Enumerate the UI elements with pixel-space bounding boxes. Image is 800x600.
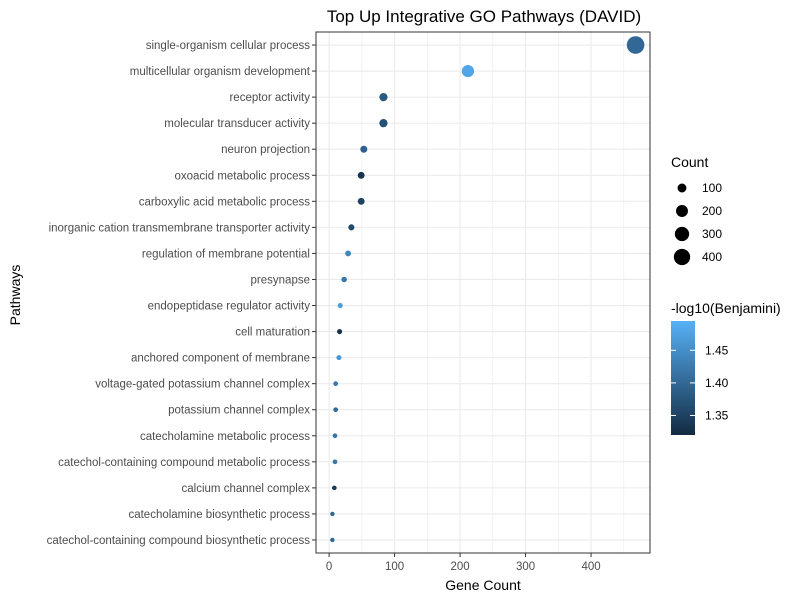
data-point — [337, 302, 343, 309]
y-tick-label: regulation of membrane potential — [142, 248, 310, 260]
data-point — [337, 329, 343, 335]
colorbar — [671, 321, 695, 435]
data-point — [330, 511, 335, 517]
y-tick-label: calcium channel complex — [182, 483, 311, 495]
size-legend-label: 200 — [702, 204, 722, 218]
y-tick-label: molecular transducer activity — [164, 118, 310, 130]
y-tick-label: multicellular organism development — [130, 66, 311, 78]
data-point — [379, 92, 388, 102]
x-tick-label: 400 — [581, 561, 600, 573]
data-point — [357, 171, 365, 179]
y-tick-label: receptor activity — [229, 92, 310, 104]
colorbar-tick-label: 1.45 — [705, 343, 729, 357]
x-tick-label: 0 — [326, 561, 332, 573]
data-point — [360, 145, 368, 153]
size-legend-label: 400 — [702, 250, 722, 264]
y-tick-label: anchored component of membrane — [131, 353, 310, 365]
y-axis-label: Pathways — [7, 265, 23, 326]
data-point — [332, 459, 338, 465]
size-legend-label: 100 — [702, 181, 722, 195]
size-legend-key — [677, 183, 687, 193]
y-tick-label: voltage-gated potassium channel complex — [95, 379, 310, 391]
data-point — [345, 250, 352, 257]
panel-border — [315, 31, 651, 554]
data-point — [357, 197, 365, 205]
size-legend-label: 300 — [702, 227, 722, 241]
x-tick-label: 200 — [450, 561, 469, 573]
y-tick-label: single-organism cellular process — [146, 40, 311, 52]
y-tick-label: catecholamine metabolic process — [140, 431, 310, 443]
data-point — [626, 36, 645, 54]
data-point — [341, 276, 347, 283]
y-tick-label: neuron projection — [221, 144, 310, 156]
data-point — [332, 433, 338, 439]
data-point — [330, 537, 335, 543]
y-tick-label: carboxylic acid metabolic process — [139, 196, 311, 208]
y-tick-label: endopeptidase regulator activity — [148, 301, 311, 313]
data-point — [379, 119, 388, 128]
y-tick-label: presynapse — [251, 274, 310, 286]
data-point — [348, 224, 355, 231]
chart-title: Top Up Integrative GO Pathways (DAVID) — [327, 7, 641, 26]
x-tick-label: 300 — [516, 561, 535, 573]
legend: Count 100 200 300 400 -log10(Benjamini) 1.35 1.… — [671, 154, 781, 435]
y-tick-label: potassium channel complex — [168, 405, 310, 417]
y-tick-label: cell maturation — [235, 327, 310, 339]
panel-background — [316, 32, 650, 553]
y-tick-label: catecholamine biosynthetic process — [128, 509, 310, 521]
y-tick-label: catechol-containing compound metabolic p… — [58, 457, 310, 469]
colorbar-tick-label: 1.40 — [705, 376, 729, 390]
data-point — [461, 64, 475, 78]
data-point — [332, 485, 337, 491]
plot-panel: single-organism cellular process multicel… — [47, 31, 651, 573]
data-point — [333, 407, 339, 413]
colorbar-tick-label: 1.35 — [705, 408, 729, 422]
y-tick-label: inorganic cation transmembrane transport… — [49, 222, 311, 234]
y-tick-label: oxoacid metabolic process — [174, 170, 310, 182]
x-tick-label: 100 — [385, 561, 404, 573]
size-legend-key — [673, 248, 691, 266]
color-legend-title: -log10(Benjamini) — [671, 300, 781, 316]
x-axis-label: Gene Count — [445, 577, 521, 593]
size-legend-title: Count — [671, 154, 708, 170]
y-tick-label: catechol-containing compound biosyntheti… — [47, 535, 311, 547]
size-legend-key — [674, 226, 690, 242]
size-legend-key — [676, 205, 688, 217]
data-point — [336, 355, 342, 361]
data-point — [333, 381, 339, 387]
